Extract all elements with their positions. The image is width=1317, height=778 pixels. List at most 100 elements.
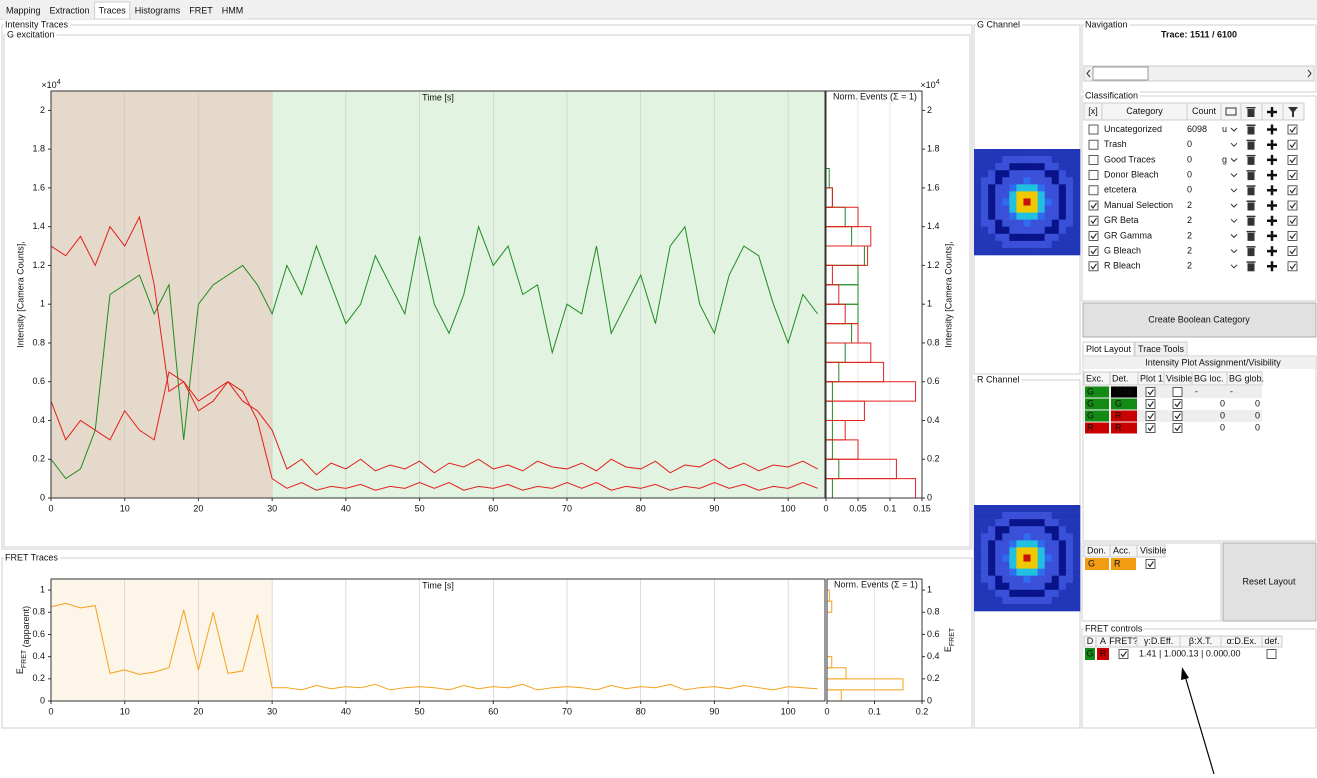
pixel bbox=[1016, 526, 1024, 534]
plus-icon[interactable] bbox=[1267, 139, 1277, 150]
category-visible-checkbox[interactable] bbox=[1287, 230, 1298, 241]
plot-frame bbox=[50, 90, 826, 499]
plus-icon[interactable] bbox=[1267, 200, 1277, 211]
pixel bbox=[988, 240, 996, 249]
dropdown-chevron[interactable] bbox=[1230, 203, 1238, 208]
plus-icon[interactable] bbox=[1267, 246, 1277, 257]
trash-icon[interactable] bbox=[1247, 141, 1255, 150]
plot1-checkbox[interactable] bbox=[1145, 387, 1156, 397]
plus-icon[interactable] bbox=[1267, 107, 1277, 117]
tab[interactable] bbox=[130, 4, 185, 19]
row-select-checkbox[interactable] bbox=[1088, 261, 1099, 272]
pixel bbox=[1065, 184, 1074, 192]
row-select-checkbox[interactable] bbox=[1088, 154, 1099, 165]
pixel bbox=[981, 240, 989, 249]
pixel bbox=[1030, 198, 1038, 206]
plus-icon[interactable] bbox=[1267, 170, 1277, 181]
category-visible-checkbox[interactable] bbox=[1287, 139, 1298, 150]
x-tick-label: 0 bbox=[823, 503, 828, 513]
tab[interactable] bbox=[217, 4, 248, 19]
trash-icon[interactable] bbox=[1247, 172, 1255, 181]
row-select-checkbox[interactable] bbox=[1088, 170, 1099, 181]
row-select-checkbox[interactable] bbox=[1088, 215, 1099, 226]
tab[interactable] bbox=[2, 4, 45, 19]
visible-checkbox[interactable] bbox=[1172, 423, 1183, 433]
pixel bbox=[974, 240, 982, 249]
filter-icon[interactable] bbox=[1288, 107, 1298, 117]
pixel bbox=[974, 512, 982, 520]
row-select-checkbox[interactable] bbox=[1088, 185, 1099, 196]
plus-icon[interactable] bbox=[1267, 185, 1277, 196]
dropdown-chevron[interactable] bbox=[1230, 142, 1238, 147]
tab[interactable] bbox=[185, 4, 217, 19]
category-visible-checkbox[interactable] bbox=[1287, 124, 1298, 135]
plus-icon[interactable] bbox=[1267, 261, 1277, 272]
row-select-checkbox[interactable] bbox=[1088, 246, 1099, 257]
plot1-checkbox[interactable] bbox=[1145, 423, 1156, 433]
trash-icon[interactable] bbox=[1247, 126, 1255, 135]
dropdown-chevron[interactable] bbox=[1230, 158, 1238, 163]
plus-icon[interactable] bbox=[1267, 230, 1277, 241]
pixel bbox=[1065, 226, 1074, 235]
pixel bbox=[1037, 582, 1045, 591]
trash-icon[interactable] bbox=[1247, 248, 1255, 257]
pixel bbox=[1037, 603, 1045, 612]
category-visible-checkbox[interactable] bbox=[1287, 170, 1298, 181]
dropdown-chevron[interactable] bbox=[1230, 234, 1238, 239]
row-select-checkbox[interactable] bbox=[1088, 230, 1099, 241]
scroll-right[interactable] bbox=[1307, 69, 1312, 78]
scrollbar-thumb[interactable] bbox=[1092, 66, 1149, 81]
plus-icon[interactable] bbox=[1267, 215, 1277, 226]
pixel bbox=[1058, 184, 1067, 192]
dropdown-chevron[interactable] bbox=[1230, 127, 1238, 132]
trash-icon[interactable] bbox=[1247, 156, 1255, 165]
create-boolean-category-button[interactable] bbox=[1082, 302, 1317, 338]
visible-checkbox[interactable] bbox=[1172, 387, 1183, 397]
pixel bbox=[1009, 561, 1017, 569]
trash-icon[interactable] bbox=[1247, 187, 1255, 196]
pixel bbox=[981, 596, 989, 605]
scroll-left[interactable] bbox=[1086, 69, 1091, 78]
visible-checkbox[interactable] bbox=[1172, 399, 1183, 409]
trash-icon[interactable] bbox=[1247, 263, 1255, 272]
row-select-checkbox[interactable] bbox=[1088, 139, 1099, 150]
trash-icon[interactable] bbox=[1247, 217, 1255, 226]
y-multiplier-main: ×10 bbox=[41, 80, 56, 90]
column-header: def. bbox=[1264, 636, 1279, 646]
plus-icon[interactable] bbox=[1267, 124, 1277, 135]
trash-lid bbox=[1246, 139, 1256, 142]
pixel bbox=[1009, 163, 1017, 171]
category-visible-checkbox[interactable] bbox=[1287, 261, 1298, 272]
visible-checkbox[interactable] bbox=[1172, 411, 1183, 421]
dropdown-chevron[interactable] bbox=[1230, 173, 1238, 178]
keyboard-icon[interactable] bbox=[1225, 107, 1237, 116]
trash-icon[interactable] bbox=[1247, 232, 1255, 241]
tab[interactable] bbox=[94, 1, 131, 20]
category-visible-checkbox[interactable] bbox=[1287, 185, 1298, 196]
trash-icon[interactable] bbox=[1247, 202, 1255, 211]
fret-checkbox[interactable] bbox=[1118, 649, 1129, 659]
category-visible-checkbox-check bbox=[1289, 202, 1296, 209]
plot1-checkbox[interactable] bbox=[1145, 411, 1156, 421]
dropdown-chevron[interactable] bbox=[1230, 264, 1238, 269]
tab[interactable] bbox=[45, 4, 94, 19]
def-checkbox[interactable] bbox=[1266, 649, 1277, 659]
category-visible-checkbox[interactable] bbox=[1287, 215, 1298, 226]
pair-visible-checkbox[interactable] bbox=[1145, 559, 1156, 569]
category-visible-checkbox[interactable] bbox=[1287, 154, 1298, 165]
dropdown-chevron[interactable] bbox=[1230, 188, 1238, 193]
dropdown-chevron[interactable] bbox=[1230, 218, 1238, 223]
plus-icon[interactable] bbox=[1267, 154, 1277, 165]
reset-layout-button[interactable] bbox=[1222, 542, 1317, 622]
pixel bbox=[1044, 177, 1053, 185]
category-visible-checkbox[interactable] bbox=[1287, 246, 1298, 257]
dropdown-chevron[interactable] bbox=[1230, 249, 1238, 254]
pixel bbox=[1030, 596, 1038, 605]
pixel bbox=[988, 212, 996, 220]
category-visible-checkbox[interactable] bbox=[1287, 200, 1298, 211]
plot1-checkbox[interactable] bbox=[1145, 399, 1156, 409]
row-select-checkbox[interactable] bbox=[1088, 124, 1099, 135]
trash-icon[interactable] bbox=[1247, 109, 1255, 117]
row-select-checkbox[interactable] bbox=[1088, 200, 1099, 211]
y-tick-label: 0.8 bbox=[32, 337, 45, 347]
